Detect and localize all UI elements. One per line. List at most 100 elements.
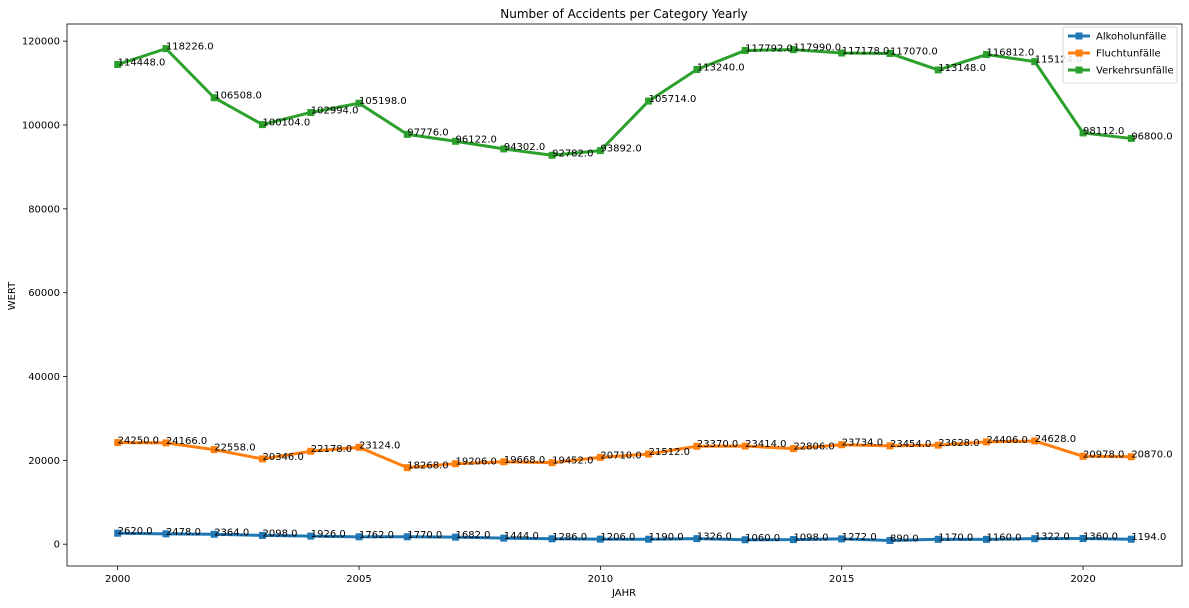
y-tick-label: 20000 — [28, 456, 60, 467]
data-label: 2620.0 — [118, 526, 153, 537]
data-point — [1031, 58, 1039, 66]
data-label: 92782.0 — [552, 148, 593, 159]
data-point — [983, 535, 991, 543]
data-label: 93892.0 — [600, 144, 641, 155]
data-point — [452, 137, 460, 145]
data-point — [789, 445, 797, 453]
data-point — [355, 533, 363, 541]
series-line-1 — [117, 439, 1132, 470]
data-point — [741, 46, 749, 54]
data-point — [789, 46, 797, 54]
data-label: 97776.0 — [407, 127, 448, 138]
data-point — [258, 455, 266, 463]
y-tick-label: 40000 — [28, 372, 60, 383]
data-label: 1060.0 — [745, 533, 780, 544]
data-label: 96800.0 — [1131, 131, 1172, 142]
data-point — [1031, 535, 1039, 543]
data-label: 1286.0 — [552, 532, 587, 543]
data-point — [934, 441, 942, 449]
data-point — [403, 130, 411, 138]
data-label: 2364.0 — [214, 527, 249, 538]
data-point — [596, 147, 604, 155]
data-point — [452, 460, 460, 468]
data-point — [934, 535, 942, 543]
data-point — [452, 533, 460, 541]
y-tick-label: 100000 — [22, 121, 60, 132]
data-point — [838, 441, 846, 449]
data-point — [258, 531, 266, 539]
data-point — [1127, 134, 1135, 142]
data-point — [403, 464, 411, 472]
data-point — [307, 532, 315, 540]
data-point — [114, 529, 122, 537]
data-label: 24250.0 — [118, 436, 159, 447]
y-axis-title: WERT — [7, 281, 18, 310]
data-point — [1127, 535, 1135, 543]
data-label: 96122.0 — [456, 134, 497, 145]
series-line-2 — [117, 47, 1132, 157]
data-point — [838, 535, 846, 543]
data-point — [500, 534, 508, 542]
data-label: 19206.0 — [456, 457, 497, 468]
legend-marker — [1075, 66, 1083, 74]
legend: Alkoholunfälle Fluchtunfälle Verkehrsunfäl… — [1062, 26, 1178, 84]
x-axis-title: JAHR — [611, 588, 636, 599]
data-point — [1127, 453, 1135, 461]
y-tick-label: 80000 — [28, 204, 60, 215]
data-point — [1079, 535, 1087, 543]
data-point — [548, 151, 556, 159]
data-point — [307, 108, 315, 116]
data-label: 116812.0 — [987, 48, 1035, 59]
data-label: 105198.0 — [359, 96, 407, 107]
data-point — [693, 442, 701, 450]
data-label: 117990.0 — [793, 43, 841, 54]
data-point — [162, 439, 170, 447]
data-point — [596, 453, 604, 461]
data-point — [548, 459, 556, 467]
data-label: 98112.0 — [1083, 126, 1124, 137]
legend-label: Fluchtunfälle — [1096, 49, 1161, 60]
data-label: 117792.0 — [745, 43, 793, 54]
data-point — [114, 439, 122, 447]
data-label: 1160.0 — [987, 532, 1022, 543]
x-tick-label: 2005 — [346, 574, 371, 585]
data-label: 20978.0 — [1083, 449, 1124, 460]
data-point — [934, 66, 942, 74]
data-point — [355, 99, 363, 107]
data-label: 1194.0 — [1131, 532, 1166, 543]
data-label: 105714.0 — [649, 94, 697, 105]
legend-box — [1062, 26, 1178, 84]
data-label: 23414.0 — [745, 439, 786, 450]
data-label: 115124.0 — [1035, 55, 1083, 66]
data-label: 117070.0 — [890, 46, 938, 57]
data-label: 114448.0 — [118, 57, 166, 68]
data-label: 1272.0 — [842, 532, 877, 543]
data-point — [114, 60, 122, 68]
data-label: 18268.0 — [407, 461, 448, 472]
data-point — [307, 447, 315, 455]
data-label: 1762.0 — [359, 530, 394, 541]
data-point — [741, 536, 749, 544]
data-point — [886, 536, 894, 544]
data-label: 2098.0 — [262, 528, 297, 539]
data-label: 1444.0 — [504, 531, 539, 542]
chart-title: Number of Accidents per Category Yearly — [500, 7, 748, 21]
data-label: 1098.0 — [793, 533, 828, 544]
legend-marker — [1075, 32, 1083, 40]
data-label: 113240.0 — [697, 63, 745, 74]
data-point — [983, 438, 991, 446]
data-point — [693, 66, 701, 74]
data-point — [1031, 437, 1039, 445]
data-label: 23454.0 — [890, 439, 931, 450]
data-label: 23370.0 — [697, 439, 738, 450]
data-point — [645, 97, 653, 105]
data-label: 1206.0 — [600, 532, 635, 543]
data-point — [403, 533, 411, 541]
data-label: 1326.0 — [697, 532, 732, 543]
data-label: 106508.0 — [214, 91, 262, 102]
data-label: 1170.0 — [938, 532, 973, 543]
data-label: 890.0 — [890, 533, 919, 544]
data-point — [500, 145, 508, 153]
